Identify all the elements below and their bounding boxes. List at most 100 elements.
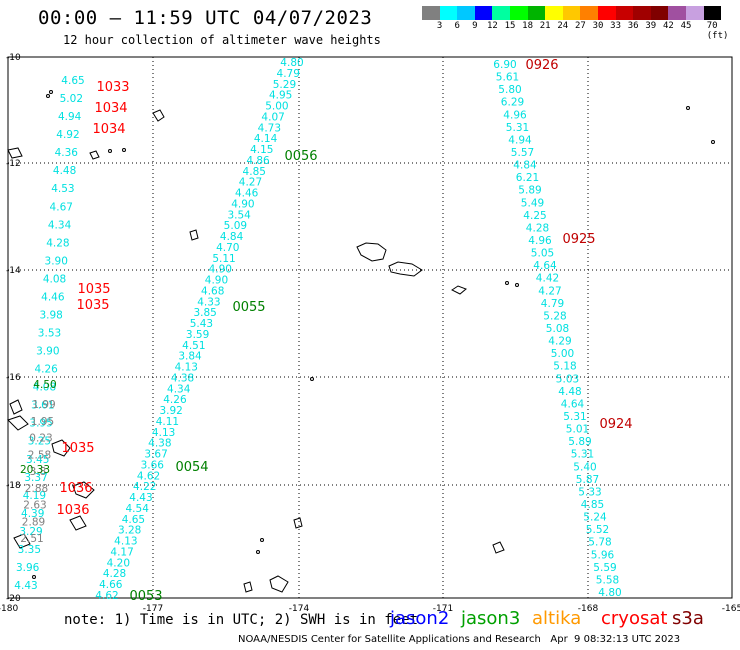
- track-right-value: 4.80: [598, 587, 621, 599]
- track-right-value: 5.58: [596, 574, 619, 586]
- island-outline: [356, 242, 387, 262]
- page-subtitle: 12 hour collection of altimeter wave hei…: [63, 33, 381, 47]
- track-middle-value: 4.65: [122, 514, 145, 526]
- track-right-value: 5.52: [586, 524, 609, 536]
- colorbar-labels: 3 6 9 12 15 18 21 24 27 30 33 36 39 42 45 70 (ft): [422, 21, 738, 41]
- track-left-value: 3.35: [18, 544, 41, 556]
- track-left-gray-value: 2.58: [28, 449, 51, 461]
- track-left-value: 4.92: [56, 129, 79, 141]
- track-left-value: 3.95: [29, 418, 52, 430]
- track-middle-value: 4.17: [110, 546, 133, 558]
- track-middle-value: 4.84: [220, 231, 244, 243]
- track-right-value: 5.61: [496, 72, 519, 84]
- islet: [515, 283, 519, 287]
- track-middle-value: 3.84: [178, 351, 202, 363]
- track-left-value: 4.94: [58, 111, 82, 123]
- islet: [49, 90, 53, 94]
- track-right-value: 5.33: [578, 486, 601, 498]
- track-left-value: 4.19: [23, 490, 46, 502]
- landmasses: [7, 90, 715, 593]
- track-middle-value: 4.90: [231, 198, 254, 210]
- track-right-value: 5.24: [583, 512, 607, 524]
- x-tick-label: -180: [0, 604, 18, 614]
- colorbar-swatch: [633, 6, 651, 20]
- y-tick-label: -20: [6, 594, 21, 604]
- track-right-value: 5.08: [546, 323, 569, 335]
- track-right-value: 4.48: [558, 386, 581, 398]
- colorbar-swatch: [509, 6, 528, 20]
- island-outline: [451, 285, 467, 295]
- track-right-value: 5.00: [551, 348, 574, 360]
- island-outline: [7, 147, 23, 159]
- track-middle-value: 4.14: [254, 133, 278, 145]
- island-outline: [51, 439, 71, 457]
- track-right-value: 4.79: [541, 298, 564, 310]
- islet: [108, 149, 112, 153]
- track-middle-value: 3.92: [159, 405, 182, 417]
- satellite-jason2: jason2: [390, 608, 450, 629]
- track-left-gray-value: 0.23: [29, 433, 52, 445]
- track-right-value: 4.27: [538, 285, 561, 297]
- units-note: note: 1) Time is in UTC; 2) SWH is in fe…: [64, 612, 419, 628]
- track-right-value: 5.59: [593, 562, 616, 574]
- track-middle-value: 4.28: [103, 568, 126, 580]
- colorbar-label: 27: [574, 21, 586, 31]
- track-right-value: 5.87: [576, 474, 599, 486]
- colorbar-label: 21: [539, 21, 551, 31]
- island-outline: [7, 415, 29, 431]
- track-right-value: 4.96: [528, 235, 552, 247]
- colorbar-label: 45: [680, 21, 692, 31]
- colorbar-swatch: [422, 6, 440, 20]
- track-left-value: 3.45: [26, 454, 49, 466]
- track-right-value: 4.25: [523, 210, 546, 222]
- colorbar-swatch: [492, 6, 510, 20]
- pass-time-label: 1035: [76, 298, 109, 313]
- pass-time-label: 1034: [92, 122, 125, 137]
- track-middle-value: 4.54: [126, 503, 150, 515]
- track-middle-value: 4.95: [269, 90, 292, 102]
- colorbar-label: 42: [662, 21, 674, 31]
- track-middle-value: 4.79: [277, 68, 300, 80]
- track-right-value: 4.85: [581, 499, 604, 511]
- track-middle-value: 3.28: [118, 525, 141, 537]
- track-middle-value: 5.43: [190, 318, 213, 330]
- track-right-value: 4.64: [561, 398, 585, 410]
- track-left-value: 4.34: [48, 219, 72, 231]
- islet: [32, 575, 36, 579]
- islet: [505, 281, 509, 285]
- track-right-value: 5.49: [521, 197, 544, 209]
- map-frame: [7, 56, 733, 599]
- track-left-gray-value: 1.95: [31, 416, 54, 428]
- track-middle-value: 5.00: [265, 101, 288, 113]
- track-middle-value: 4.73: [258, 122, 281, 134]
- track-right-value: 5.05: [531, 248, 554, 260]
- islet: [46, 94, 50, 98]
- islet: [122, 148, 126, 152]
- track-middle-value: 3.85: [193, 307, 216, 319]
- island-outline: [9, 399, 23, 415]
- track-right-value: 5.57: [511, 147, 534, 159]
- track-left-value: 3.61: [31, 400, 54, 412]
- track-left-value: 3.96: [16, 562, 40, 574]
- y-tick-label: -14: [6, 266, 21, 276]
- colorbar-swatch: [668, 6, 686, 20]
- track-middle-value: 4.43: [129, 492, 152, 504]
- track-right-value: 4.64: [533, 260, 557, 272]
- track-middle-value: 4.46: [235, 188, 259, 200]
- track-left-value: 5.02: [60, 93, 83, 105]
- track-middle-value: 4.15: [250, 144, 273, 156]
- colorbar-swatch: [474, 6, 493, 20]
- track-middle-value: 4.13: [175, 362, 198, 374]
- wave-height-tracks: 4.804.795.294.955.004.074.734.144.154.86…: [14, 57, 621, 602]
- colorbar-swatch: [457, 6, 475, 20]
- track-right-value: 5.03: [556, 373, 579, 385]
- satellite-s3a: s3a: [672, 608, 704, 629]
- colorbar-label: 15: [504, 21, 516, 31]
- pass-time-label: 1035: [77, 282, 110, 297]
- colorbar-label: 24: [557, 21, 569, 31]
- x-tick-label: -177: [143, 604, 163, 614]
- colorbar-swatch: [650, 6, 669, 20]
- satellite-jason3: jason3: [461, 608, 521, 629]
- track-middle-value: 4.13: [114, 536, 137, 548]
- track-left-value: 4.36: [55, 147, 79, 159]
